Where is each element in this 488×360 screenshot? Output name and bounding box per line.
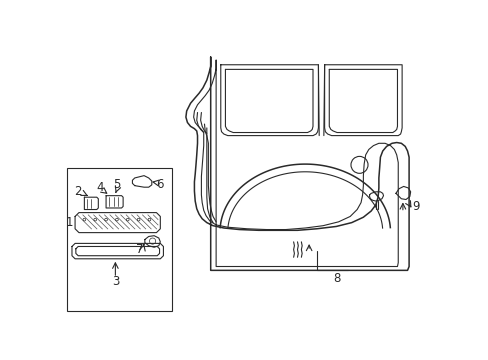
Text: 7: 7 — [135, 243, 142, 256]
Text: 2: 2 — [74, 185, 82, 198]
Text: 3: 3 — [111, 275, 119, 288]
Text: 6: 6 — [156, 177, 164, 190]
Text: 8: 8 — [333, 271, 340, 284]
Bar — [66, 168, 172, 311]
Text: 5: 5 — [113, 177, 121, 190]
Text: 9: 9 — [411, 200, 419, 213]
Text: 1: 1 — [66, 216, 73, 229]
Text: 4: 4 — [96, 181, 103, 194]
